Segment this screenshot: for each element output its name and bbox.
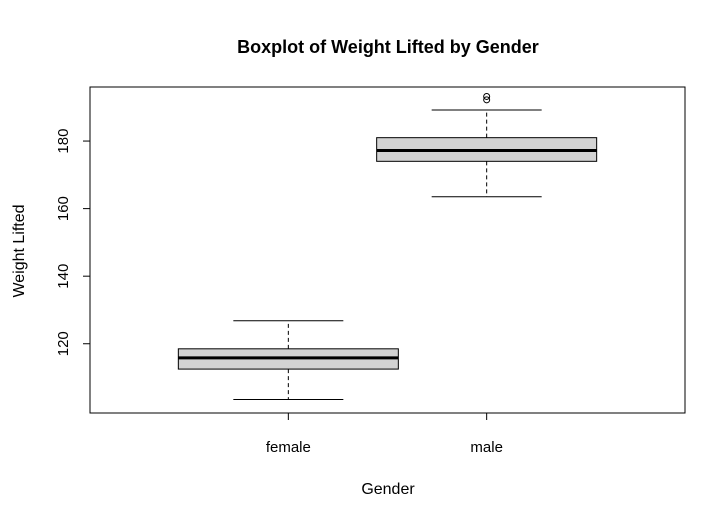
plot-frame [89,86,686,414]
y-axis: 120 140 160 180 [55,129,90,356]
boxplot-boxes [177,92,598,400]
chart-title: Boxplot of Weight Lifted by Gender [237,37,539,57]
outlier-point [483,96,491,104]
x-axis: female male [266,413,503,456]
x-tick-label: male [470,439,503,456]
x-axis-label: Gender [361,481,415,498]
y-tick-label: 160 [55,196,72,221]
y-tick-label: 120 [55,331,72,356]
box-group-female [177,320,399,400]
box-group-male [376,92,598,198]
outlier-point [483,92,491,100]
y-axis-label: Weight Lifted [11,204,28,297]
x-tick-label: female [266,439,311,456]
y-tick-label: 180 [55,129,72,154]
y-tick-label: 140 [55,264,72,289]
